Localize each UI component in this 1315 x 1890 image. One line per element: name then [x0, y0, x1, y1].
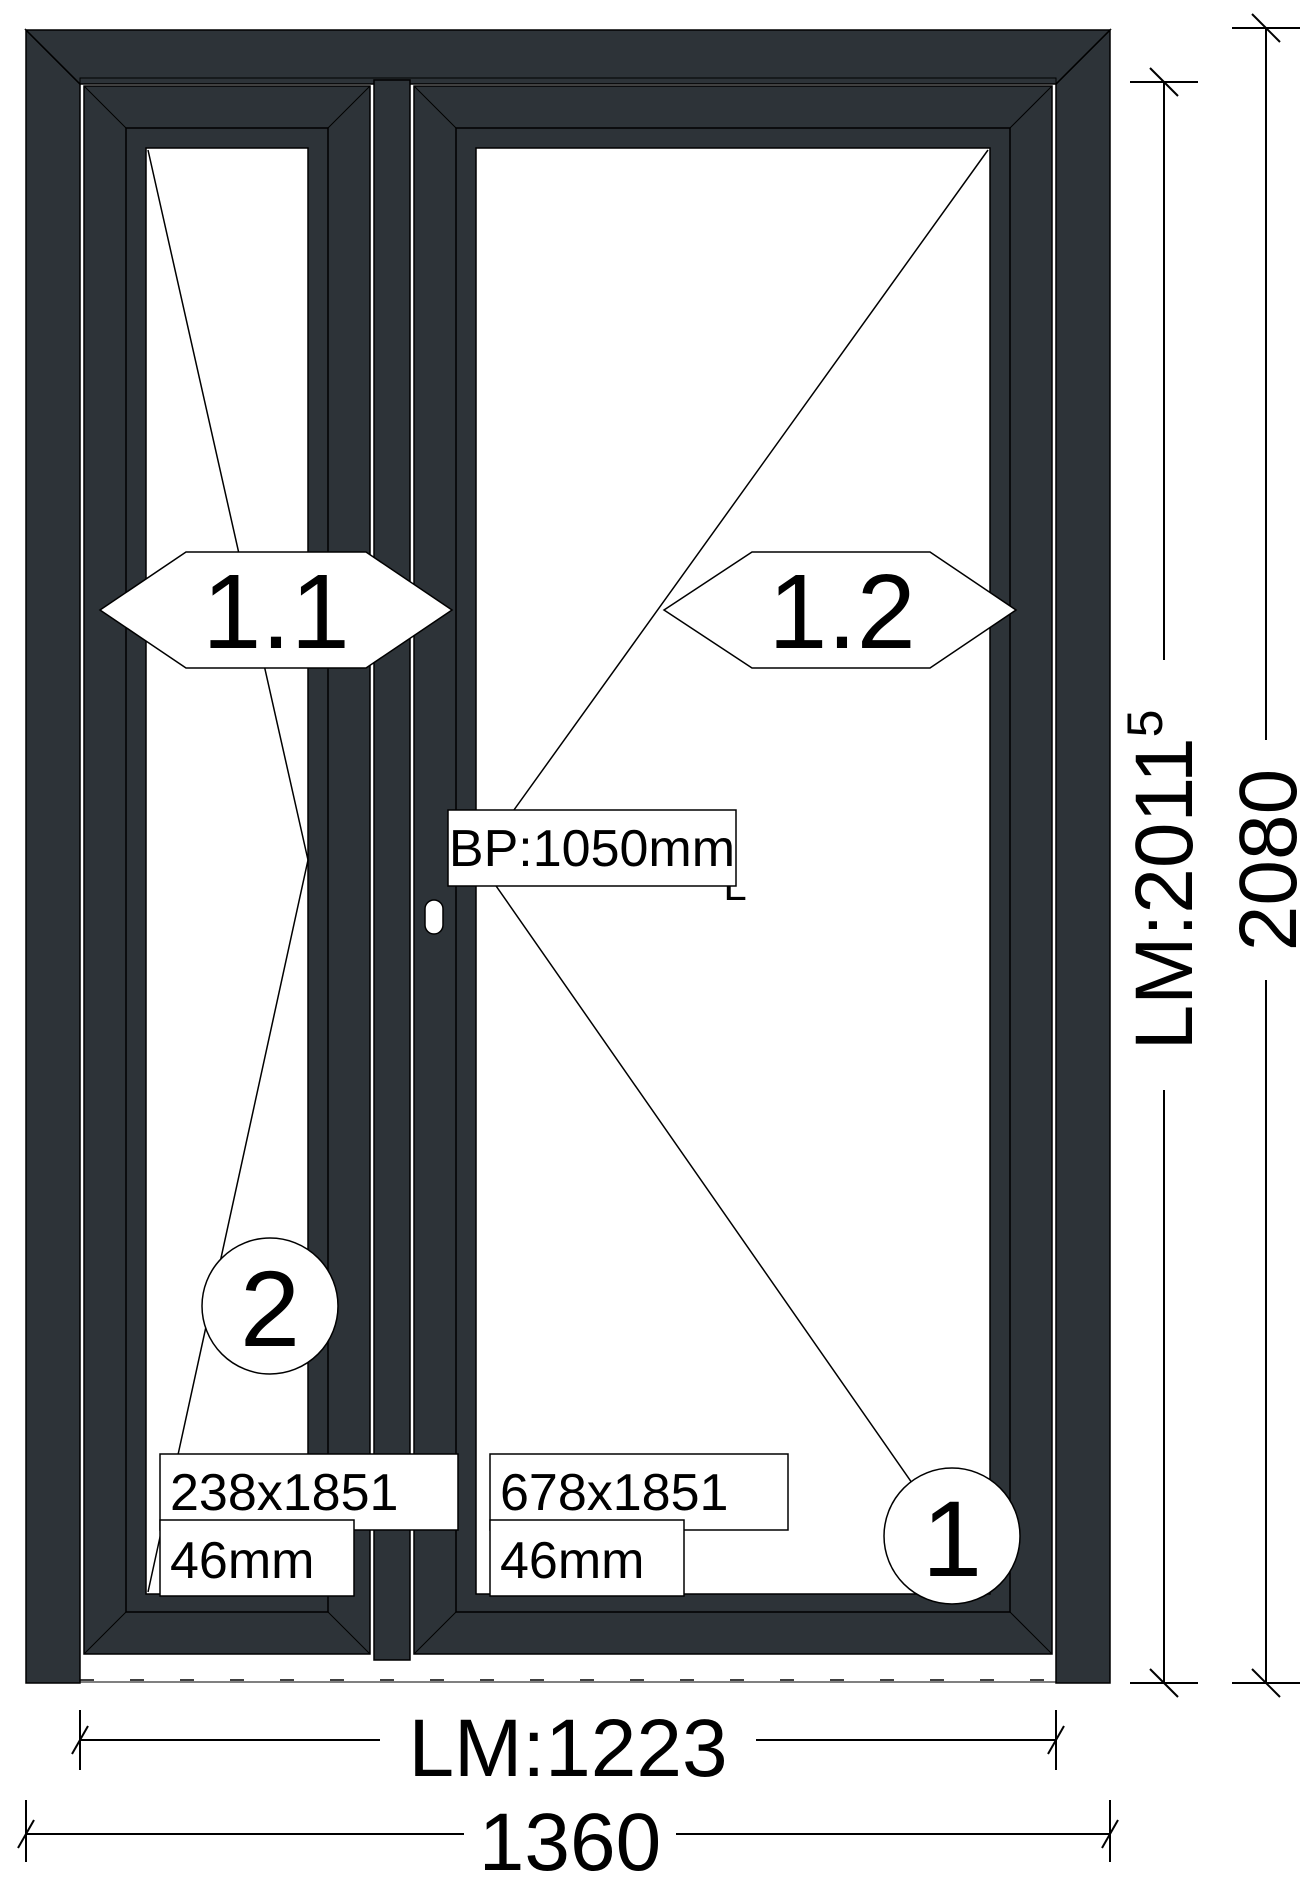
handle: [424, 899, 444, 935]
sash-thickness-1-2: 46mm: [500, 1532, 644, 1590]
handle-height-label: BP:1050mm: [449, 820, 735, 878]
dimension-total-height: 2080: [1223, 13, 1314, 1698]
glass-pane-1-1: [145, 147, 309, 1595]
sash-info-1-2: 678x1851 46mm: [489, 1453, 789, 1597]
marker-label-1: 1: [922, 1478, 982, 1599]
total-height-label: 2080: [1223, 769, 1314, 951]
sash-label-1-2: 1.2: [768, 553, 915, 671]
clear-width-label: LM:1223: [408, 1703, 727, 1794]
mullion: [373, 79, 411, 1661]
dimension-total-width: 1360: [17, 1797, 1119, 1888]
marker-circle-2: 2: [201, 1237, 339, 1375]
total-width-label: 1360: [479, 1797, 661, 1888]
sash-thickness-1-1: 46mm: [170, 1532, 314, 1590]
dimension-clear-height: LM:20115: [1117, 67, 1210, 1698]
sash-size-1-2: 678x1851: [500, 1464, 728, 1522]
sash-tag-1-1: 1.1: [98, 551, 454, 671]
clear-height-superscript: 5: [1117, 710, 1173, 738]
marker-circle-1: 1: [883, 1467, 1021, 1605]
clear-height-label: LM:20115: [1117, 710, 1210, 1051]
sash-info-1-1: 238x1851 46mm: [159, 1453, 459, 1597]
handle-height-note: BP:1050mm: [447, 809, 737, 887]
opening-lines-1-1: [147, 149, 309, 1593]
sash-tag-1-2: 1.2: [662, 551, 1018, 671]
sash-size-1-1: 238x1851: [170, 1464, 398, 1522]
sash-label-1-1: 1.1: [202, 553, 349, 671]
dimension-clear-width: LM:1223: [71, 1703, 1065, 1794]
clear-height-main: LM:2011: [1119, 737, 1210, 1050]
marker-label-2: 2: [240, 1248, 300, 1369]
outer-frame: [24, 28, 1112, 1684]
sash-1-1: [83, 85, 371, 1655]
